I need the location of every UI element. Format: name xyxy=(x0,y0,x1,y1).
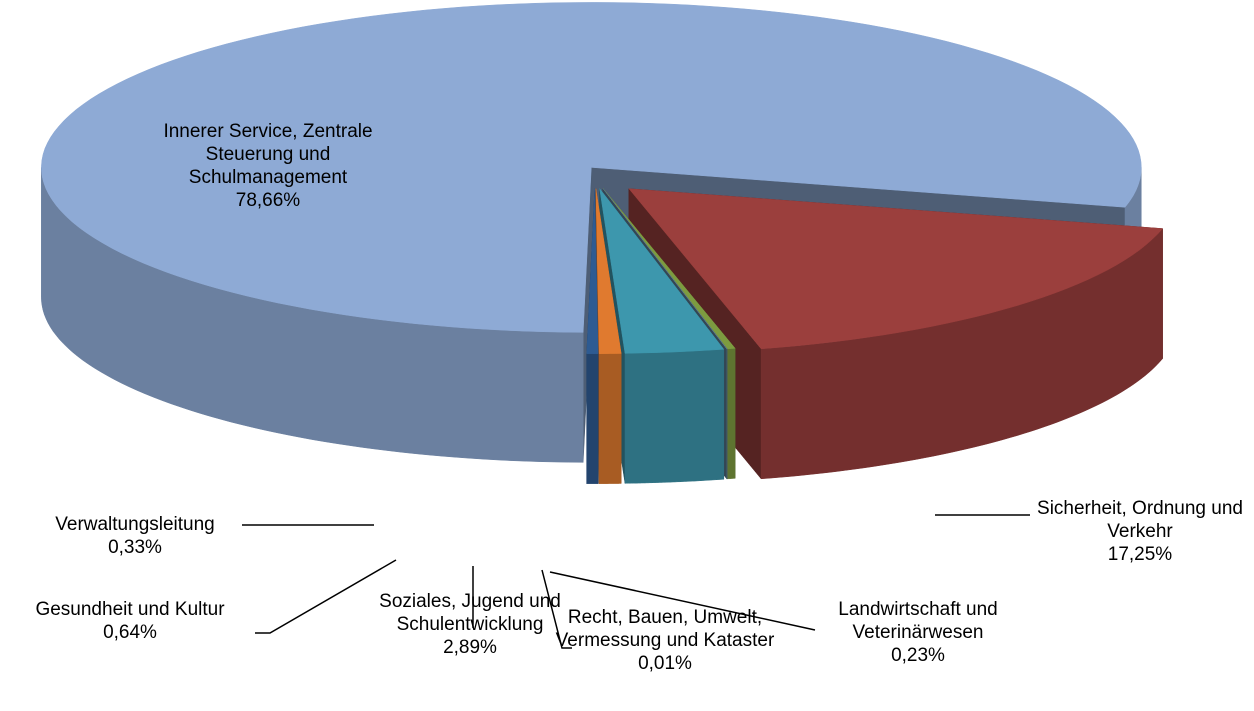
leader-line xyxy=(541,569,572,649)
value-label: 0,01% xyxy=(638,653,692,674)
leader-lines xyxy=(242,514,1030,649)
slices xyxy=(41,2,1164,484)
slice-label: Innerer Service, Zentrale Steuerung und … xyxy=(128,120,408,212)
slice-label: Recht, Bauen, Umwelt, Vermessung und Kat… xyxy=(545,606,785,675)
slice-label: Gesundheit und Kultur 0,64% xyxy=(0,598,260,644)
slice-label: Sicherheit, Ordnung und Verkehr 17,25% xyxy=(1020,497,1254,566)
slice-side xyxy=(586,353,599,484)
slice xyxy=(586,188,599,484)
slice-side xyxy=(598,353,622,484)
value-label: 2,89% xyxy=(443,637,497,658)
category-label: Landwirtschaft und Veterinärwesen xyxy=(838,599,998,643)
slice-top xyxy=(628,188,1164,350)
slice-top xyxy=(602,188,728,350)
value-label: 78,66% xyxy=(235,190,301,211)
slice-top xyxy=(586,188,599,354)
slice-top xyxy=(599,188,725,354)
category-label: Recht, Bauen, Umwelt, Vermessung und Kat… xyxy=(555,607,775,651)
slice-side xyxy=(727,347,736,480)
category-label: Soziales, Jugend und Schulentwicklung xyxy=(379,591,561,635)
leader-line xyxy=(549,571,816,631)
category-label: Verwaltungsleitung xyxy=(55,514,215,535)
category-label: Sicherheit, Ordnung und Verkehr xyxy=(1037,498,1243,542)
slice-side xyxy=(624,349,725,484)
category-label: Gesundheit und Kultur xyxy=(35,599,225,620)
category-label: Innerer Service, Zentrale Steuerung und … xyxy=(163,121,373,188)
slice-label: Soziales, Jugend und Schulentwicklung 2,8… xyxy=(350,590,590,659)
leader-line xyxy=(255,559,397,634)
value-label: 17,25% xyxy=(1107,544,1173,565)
slice-label: Verwaltungsleitung 0,33% xyxy=(15,513,255,559)
value-label: 0,64% xyxy=(103,622,157,643)
value-label: 0,23% xyxy=(891,645,945,666)
slice-top xyxy=(41,2,1142,333)
slice-label: Landwirtschaft und Veterinärwesen 0,23% xyxy=(803,598,1033,667)
slice-top xyxy=(595,188,622,354)
value-label: 0,33% xyxy=(108,537,162,558)
